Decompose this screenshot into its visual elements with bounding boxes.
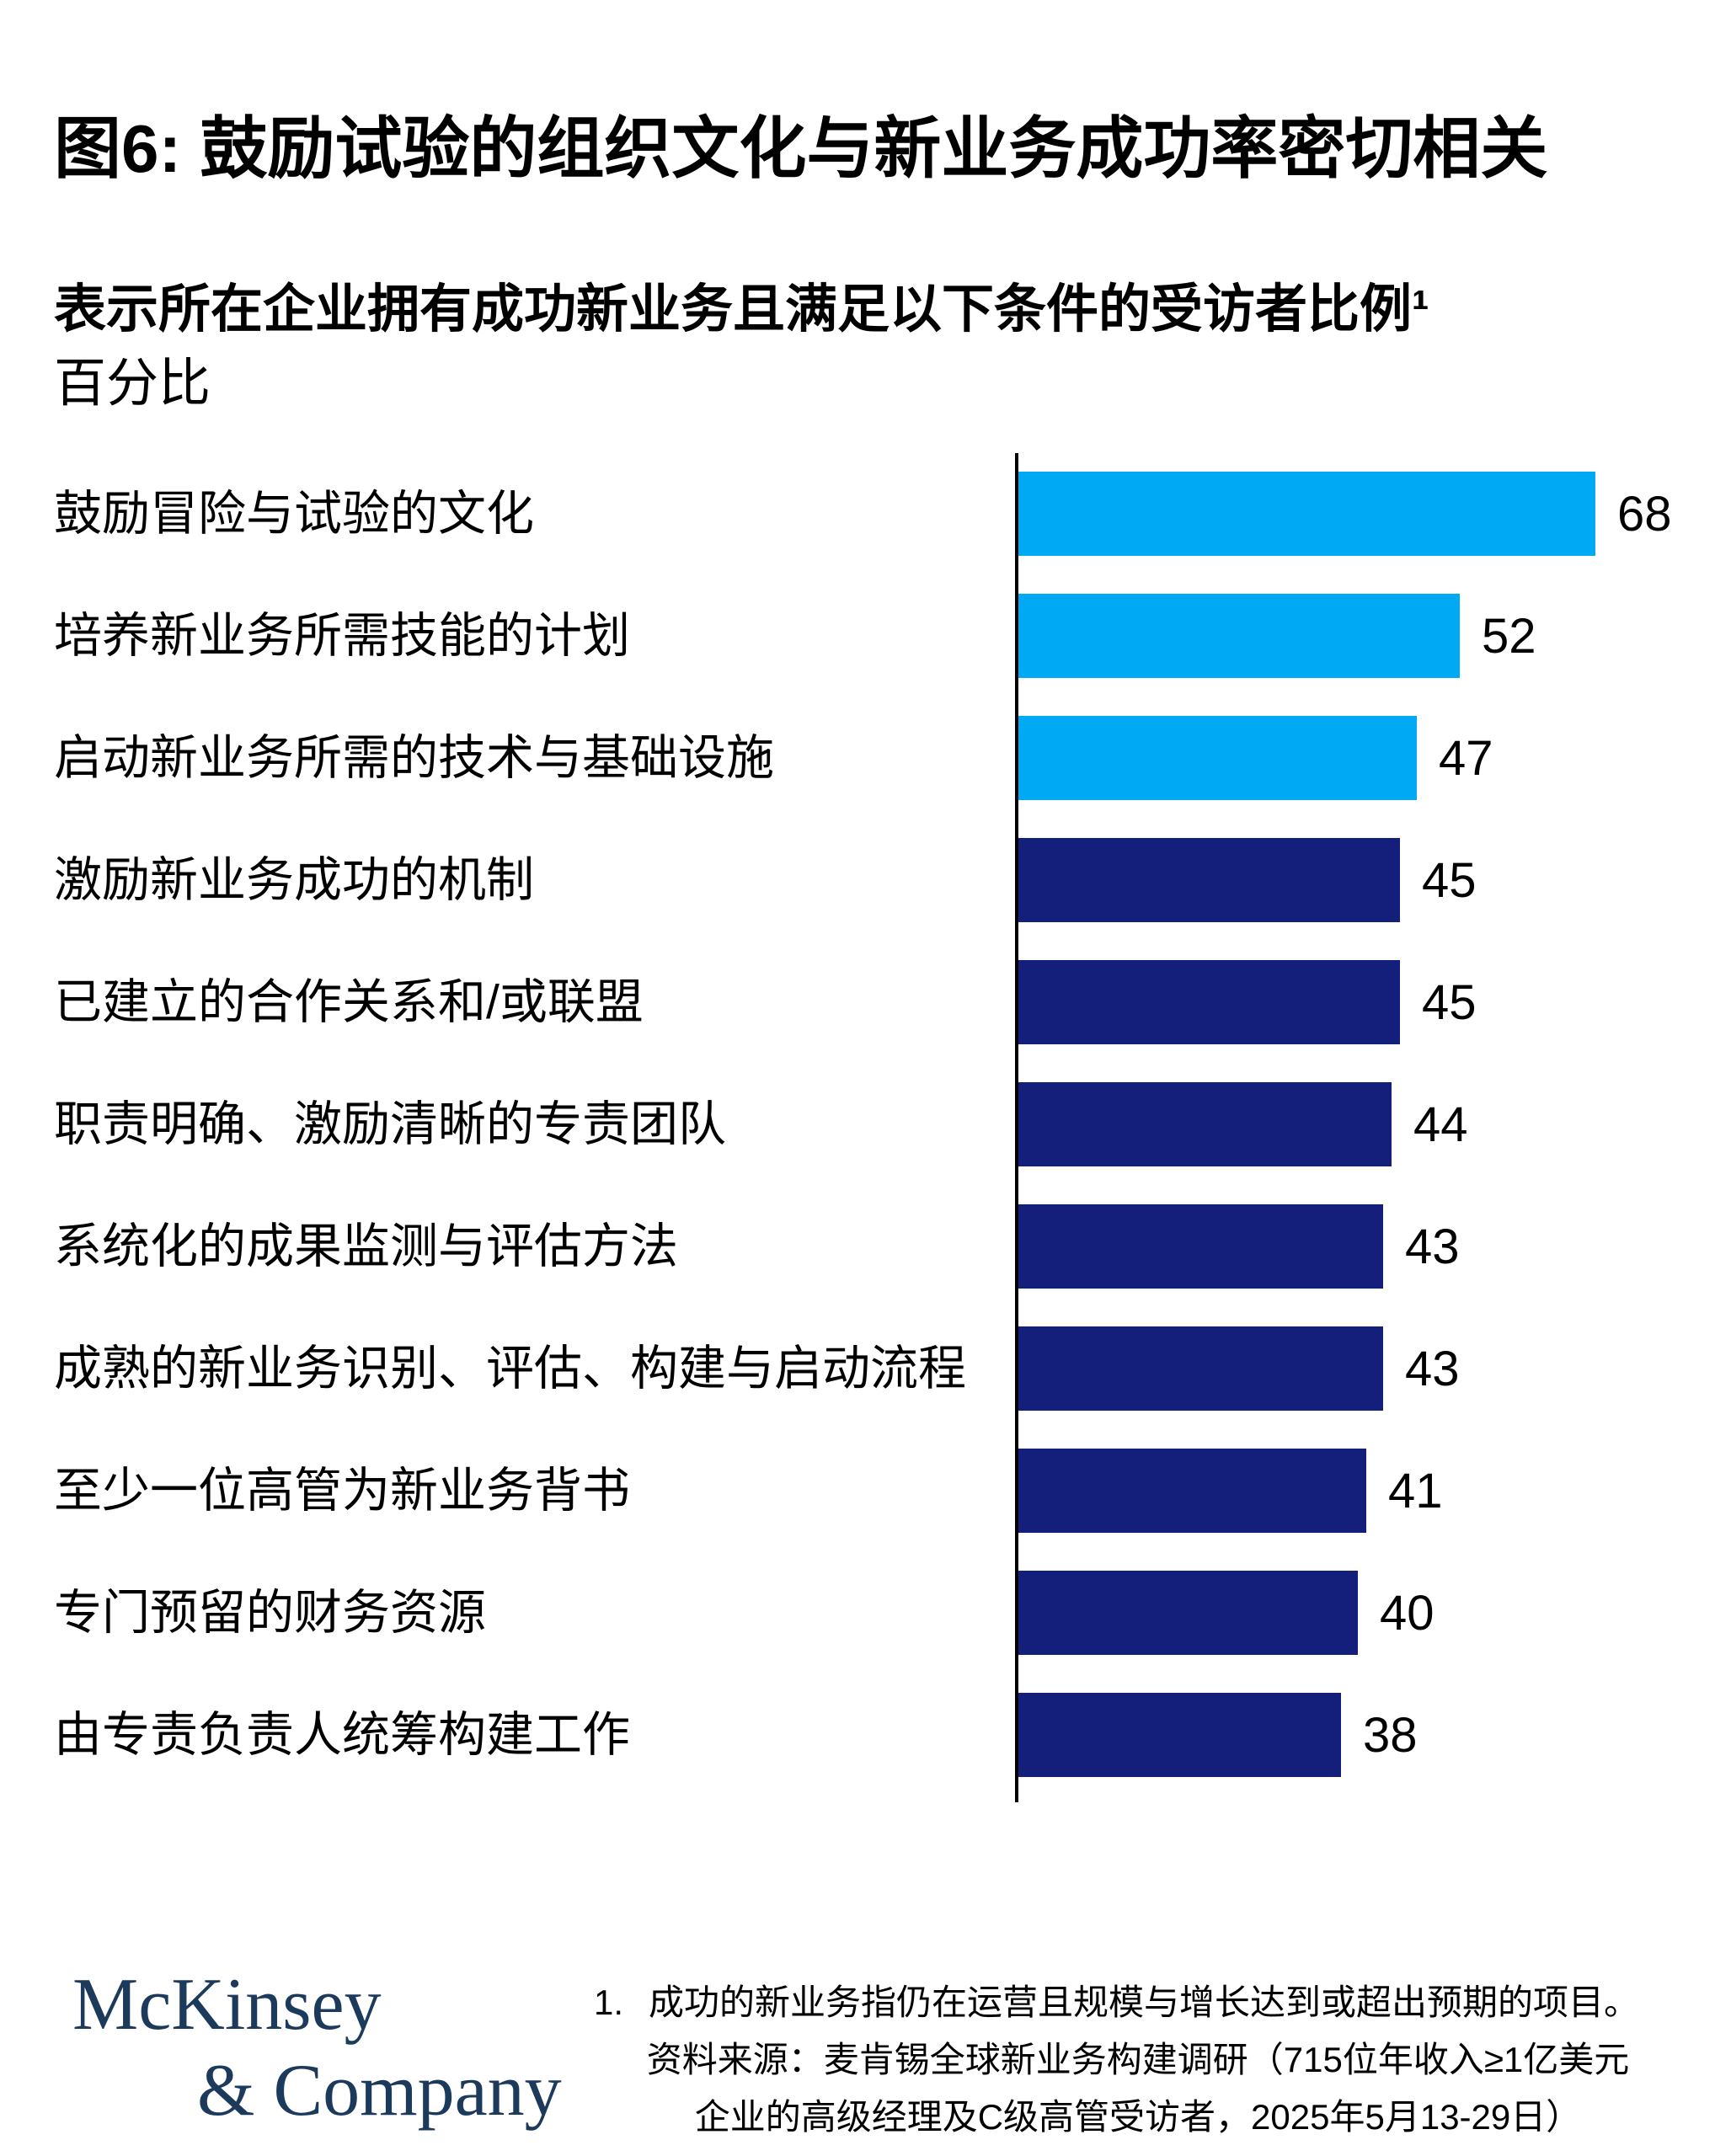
chart-row: 系统化的成果监测与评估方法 43 xyxy=(54,1204,1672,1289)
category-label: 已建立的合作关系和/或联盟 xyxy=(54,975,644,1029)
value-label: 68 xyxy=(1617,486,1672,542)
value-label: 40 xyxy=(1380,1585,1435,1641)
bar xyxy=(1018,1204,1383,1289)
chart-rows: 鼓励冒险与试验的文化 68 培养新业务所需技能的计划 52 启动新业务所需的技术与基础设… xyxy=(54,472,1672,1815)
value-label: 47 xyxy=(1439,730,1493,786)
value-label: 45 xyxy=(1422,974,1477,1030)
category-label: 系统化的成果监测与评估方法 xyxy=(54,1219,678,1273)
chart-row: 启动新业务所需的技术与基础设施 47 xyxy=(54,716,1672,800)
chart-row: 激励新业务成功的机制 45 xyxy=(54,838,1672,922)
bar xyxy=(1018,1326,1383,1411)
bar xyxy=(1018,472,1595,556)
category-label: 成熟的新业务识别、评估、构建与启动流程 xyxy=(54,1342,966,1396)
chart-row: 专门预留的财务资源 40 xyxy=(54,1571,1672,1655)
footnotes: 1. 成功的新业务指仍在运营且规模与增长达到或超出预期的项目。 资料来源：麦肯锡… xyxy=(594,1974,1682,2146)
value-label: 41 xyxy=(1388,1463,1443,1518)
category-label: 至少一位高管为新业务背书 xyxy=(54,1464,630,1518)
source-line-2: 企业的高级经理及C级高管受访者，2025年5月13-29日） xyxy=(694,2097,1582,2137)
value-label: 38 xyxy=(1363,1707,1418,1763)
chart-row: 鼓励冒险与试验的文化 68 xyxy=(54,472,1672,556)
category-label: 鼓励冒险与试验的文化 xyxy=(54,487,534,541)
value-label: 44 xyxy=(1413,1097,1468,1152)
unit-label: 百分比 xyxy=(54,355,211,413)
category-label: 激励新业务成功的机制 xyxy=(54,853,534,907)
chart-row: 职责明确、激励清晰的专责团队 44 xyxy=(54,1082,1672,1166)
category-label: 职责明确、激励清晰的专责团队 xyxy=(54,1097,726,1151)
bar xyxy=(1018,1693,1341,1777)
source-line-1: 资料来源：麦肯锡全球新业务构建调研（715位年收入≥1亿美元 xyxy=(646,2040,1630,2080)
bar xyxy=(1018,594,1460,678)
category-label: 培养新业务所需技能的计划 xyxy=(54,609,630,663)
chart-row: 成熟的新业务识别、评估、构建与启动流程 43 xyxy=(54,1326,1672,1411)
value-label: 52 xyxy=(1482,608,1536,664)
chart-row: 培养新业务所需技能的计划 52 xyxy=(54,594,1672,678)
footnote-number: 1. xyxy=(594,1983,624,2022)
value-label: 43 xyxy=(1405,1341,1460,1396)
logo-line1: McKinsey xyxy=(72,1964,382,2046)
value-label: 45 xyxy=(1422,852,1477,908)
value-label: 43 xyxy=(1405,1219,1460,1274)
bar xyxy=(1018,1449,1366,1533)
bar xyxy=(1018,960,1400,1044)
chart-row: 已建立的合作关系和/或联盟 45 xyxy=(54,960,1672,1044)
y-axis-line xyxy=(1015,453,1018,1802)
category-label: 启动新业务所需的技术与基础设施 xyxy=(54,731,774,785)
mckinsey-logo: McKinsey & Company xyxy=(72,1962,562,2134)
footnote-1: 1. 成功的新业务指仍在运营且规模与增长达到或超出预期的项目。 xyxy=(594,1974,1682,2031)
category-label: 专门预留的财务资源 xyxy=(54,1586,486,1640)
bar xyxy=(1018,838,1400,922)
bar xyxy=(1018,1082,1392,1166)
chart-row: 由专责负责人统筹构建工作 38 xyxy=(54,1693,1672,1777)
bar xyxy=(1018,716,1417,800)
category-label: 由专责负责人统筹构建工作 xyxy=(54,1708,630,1762)
footnote-text: 成功的新业务指仍在运营且规模与增长达到或超出预期的项目。 xyxy=(649,1983,1640,2022)
chart-row: 至少一位高管为新业务背书 41 xyxy=(54,1449,1672,1533)
page-title: 图6: 鼓励试验的组织文化与新业务成功率密切相关 xyxy=(54,111,1548,186)
chart-subtitle: 表示所在企业拥有成功新业务且满足以下条件的受访者比例¹ xyxy=(54,280,1429,339)
bar xyxy=(1018,1571,1358,1655)
logo-line2: & Company xyxy=(197,2050,562,2132)
